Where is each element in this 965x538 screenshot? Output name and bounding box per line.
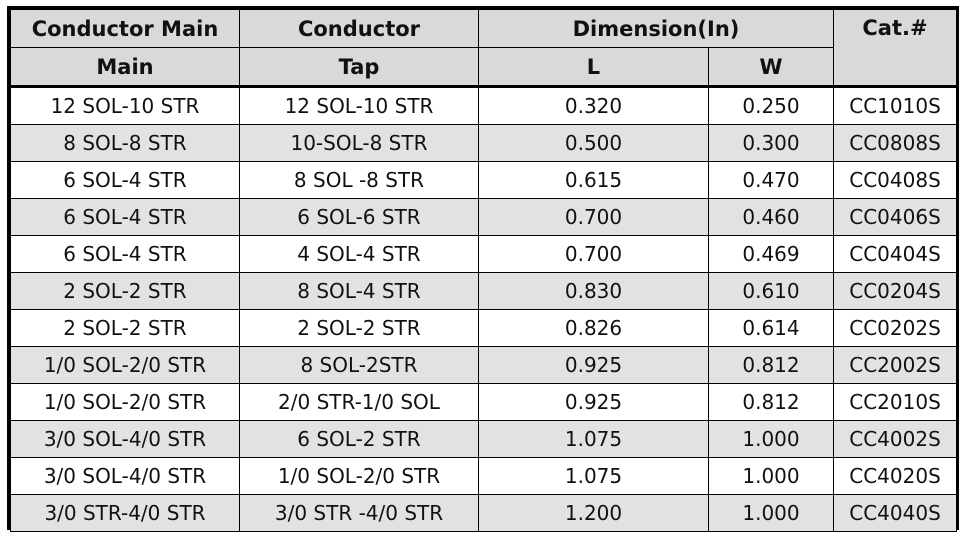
header-row-1: Conductor Main Conductor Dimension(In) C… [11,10,957,48]
table-row: 6 SOL-4 STR 8 SOL -8 STR 0.615 0.470 CC0408S [11,162,957,199]
table-row: 2 SOL-2 STR 8 SOL-4 STR 0.830 0.610 CC0204S [11,273,957,310]
table-row: 12 SOL-10 STR 12 SOL-10 STR 0.320 0.250 CC10… [11,87,957,125]
table-row: 1/0 SOL-2/0 STR 2/0 STR-1/0 SOL 0.925 0.812… [11,384,957,421]
cell-dim-w: 0.469 [709,236,834,273]
cell-dim-w: 1.000 [709,421,834,458]
cell-dim-l: 0.615 [479,162,709,199]
cell-conductor-main: 3/0 SOL-4/0 STR [11,421,240,458]
cell-conductor-tap: 4 SOL-4 STR [240,236,479,273]
header-conductor-tap-line2: Tap [240,48,479,87]
cell-dim-l: 0.925 [479,384,709,421]
cell-cat-number: CC2002S [834,347,957,384]
header-dim-l: L [479,48,709,87]
cell-dim-l: 0.826 [479,310,709,347]
cell-dim-l: 1.075 [479,421,709,458]
cell-cat-number: CC4040S [834,495,957,532]
cell-conductor-tap: 6 SOL-2 STR [240,421,479,458]
table-row: 6 SOL-4 STR 6 SOL-6 STR 0.700 0.460 CC0406S [11,199,957,236]
cell-cat-number: CC0808S [834,125,957,162]
cell-dim-l: 0.500 [479,125,709,162]
header-dim-w: W [709,48,834,87]
header-conductor-tap-line1: Conductor [240,10,479,48]
cell-conductor-main: 12 SOL-10 STR [11,87,240,125]
cell-conductor-tap: 3/0 STR -4/0 STR [240,495,479,532]
table-row: 3/0 SOL-4/0 STR 6 SOL-2 STR 1.075 1.000 CC40… [11,421,957,458]
cell-conductor-main: 1/0 SOL-2/0 STR [11,347,240,384]
cell-dim-w: 0.460 [709,199,834,236]
table-row: 6 SOL-4 STR 4 SOL-4 STR 0.700 0.469 CC0404S [11,236,957,273]
cell-cat-number: CC0202S [834,310,957,347]
cell-conductor-main: 2 SOL-2 STR [11,273,240,310]
cell-cat-number: CC4002S [834,421,957,458]
cell-cat-number: CC0204S [834,273,957,310]
table-body: 12 SOL-10 STR 12 SOL-10 STR 0.320 0.250 CC10… [11,87,957,532]
cell-cat-number: CC2010S [834,384,957,421]
cell-conductor-tap: 8 SOL-4 STR [240,273,479,310]
cell-cat-number: CC4020S [834,458,957,495]
cell-conductor-main: 2 SOL-2 STR [11,310,240,347]
cell-conductor-main: 6 SOL-4 STR [11,162,240,199]
cell-dim-l: 1.200 [479,495,709,532]
cell-conductor-main: 3/0 STR-4/0 STR [11,495,240,532]
cell-dim-w: 1.000 [709,495,834,532]
table-row: 2 SOL-2 STR 2 SOL-2 STR 0.826 0.614 CC0202S [11,310,957,347]
cell-dim-l: 0.830 [479,273,709,310]
cell-conductor-tap: 6 SOL-6 STR [240,199,479,236]
cell-conductor-main: 8 SOL-8 STR [11,125,240,162]
cell-dim-w: 1.000 [709,458,834,495]
table-row: 3/0 STR-4/0 STR 3/0 STR -4/0 STR 1.200 1.00… [11,495,957,532]
cell-dim-w: 0.250 [709,87,834,125]
cell-conductor-main: 1/0 SOL-2/0 STR [11,384,240,421]
cell-dim-w: 0.610 [709,273,834,310]
header-dimension: Dimension(In) [479,10,834,48]
cell-cat-number: CC0406S [834,199,957,236]
cell-conductor-main: 6 SOL-4 STR [11,236,240,273]
cell-dim-w: 0.812 [709,347,834,384]
cell-conductor-tap: 8 SOL-2STR [240,347,479,384]
cell-dim-w: 0.470 [709,162,834,199]
header-cat: Cat.# [834,10,957,87]
cell-dim-l: 1.075 [479,458,709,495]
cell-dim-w: 0.614 [709,310,834,347]
cell-conductor-main: 6 SOL-4 STR [11,199,240,236]
cell-dim-l: 0.320 [479,87,709,125]
cell-dim-l: 0.700 [479,199,709,236]
conductor-spec-table: Conductor Main Conductor Dimension(In) C… [10,9,957,532]
table-row: 8 SOL-8 STR 10-SOL-8 STR 0.500 0.300 CC0808S [11,125,957,162]
cell-dim-l: 0.700 [479,236,709,273]
cell-conductor-main: 3/0 SOL-4/0 STR [11,458,240,495]
cell-conductor-tap: 2/0 STR-1/0 SOL [240,384,479,421]
spec-table-frame: Conductor Main Conductor Dimension(In) C… [7,6,959,530]
cell-conductor-tap: 2 SOL-2 STR [240,310,479,347]
table-header: Conductor Main Conductor Dimension(In) C… [11,10,957,87]
table-row: 1/0 SOL-2/0 STR 8 SOL-2STR 0.925 0.812 CC200… [11,347,957,384]
cell-cat-number: CC0408S [834,162,957,199]
header-conductor-main-line1: Conductor Main [11,10,240,48]
cell-conductor-tap: 12 SOL-10 STR [240,87,479,125]
cell-cat-number: CC1010S [834,87,957,125]
cell-dim-w: 0.300 [709,125,834,162]
cell-cat-number: CC0404S [834,236,957,273]
cell-conductor-tap: 8 SOL -8 STR [240,162,479,199]
cell-dim-l: 0.925 [479,347,709,384]
cell-conductor-tap: 1/0 SOL-2/0 STR [240,458,479,495]
cell-dim-w: 0.812 [709,384,834,421]
header-conductor-main-line2: Main [11,48,240,87]
header-row-2: Main Tap L W [11,48,957,87]
cell-conductor-tap: 10-SOL-8 STR [240,125,479,162]
table-row: 3/0 SOL-4/0 STR 1/0 SOL-2/0 STR 1.075 1.000… [11,458,957,495]
